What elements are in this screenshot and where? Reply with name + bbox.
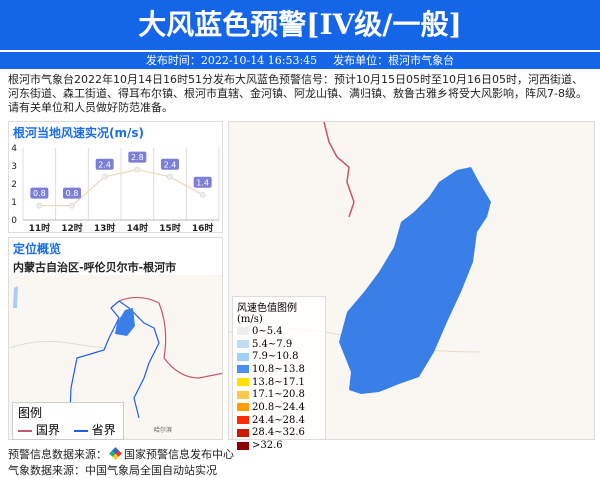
- wind-legend-label: 20.8~24.4: [252, 401, 305, 413]
- page-title: 大风蓝色预警[IV级/一般]: [0, 0, 600, 50]
- warning-center-logo-icon: [109, 447, 122, 460]
- data-label: 0.8: [33, 189, 46, 198]
- x-tick-label: 16时: [192, 222, 214, 232]
- color-swatch: [237, 352, 249, 361]
- wind-legend-item: 17.1~20.8: [237, 388, 321, 401]
- data-label: 2.8: [131, 153, 144, 162]
- wind-legend-item: >32.6: [237, 439, 321, 452]
- data-point: [101, 173, 108, 180]
- x-tick-label: 15时: [159, 222, 181, 232]
- legend-province-border: 省界: [73, 421, 116, 438]
- warning-description: 根河市气象台2022年10月14日16时51分发布大风蓝色预警信号：预计10月1…: [8, 73, 587, 114]
- wind-legend-item: 20.8~24.4: [237, 401, 321, 414]
- map-legend: 图例 国界 省界: [12, 402, 124, 440]
- y-tick-label: 1: [11, 198, 17, 208]
- x-tick-label: 14时: [127, 222, 149, 232]
- wind-legend-label: 0~5.4: [252, 325, 283, 337]
- data-label: 2.4: [164, 160, 177, 169]
- weather-source: 气象数据来源：中国气象局全国自动站实况: [8, 464, 217, 477]
- y-tick-label: 2: [11, 180, 17, 190]
- location-title: 定位概览: [13, 242, 62, 256]
- x-tick-label: 12时: [61, 222, 83, 232]
- wind-legend-label: 7.9~10.8: [252, 351, 299, 363]
- warning-source: 预警信息数据来源： 国家预警信息发布中心: [8, 447, 234, 461]
- data-label-bg: [63, 187, 81, 199]
- data-label: 2.4: [98, 160, 111, 169]
- data-label-bg: [193, 176, 212, 188]
- wind-legend-label: 10.8~13.8: [252, 363, 305, 375]
- location-path: 内蒙古自治区-呼伦贝尔市-根河市: [13, 261, 177, 274]
- data-point: [134, 166, 141, 173]
- wind-chart: 0 1 2 3 4 0.8 11时 0.8 12时 2.4 13时 2.8 14时 2.4 15时 1.4 16…: [11, 144, 220, 232]
- y-tick-label: 4: [11, 144, 17, 154]
- color-swatch: [237, 441, 249, 450]
- overview-map[interactable]: 哈尔滨: [9, 268, 223, 440]
- publish-info: 发布时间：2022-10-14 16:53:45 发布单位：根河市气象台: [0, 52, 600, 69]
- wind-legend-item: 7.9~10.8: [237, 350, 321, 363]
- wind-legend-item: 28.4~32.6: [237, 427, 321, 440]
- series-line: [39, 168, 203, 207]
- data-label-bg: [161, 158, 179, 170]
- wind-legend-label: >32.6: [252, 440, 283, 452]
- data-point: [199, 191, 206, 198]
- wind-legend-item: 0~5.4: [237, 325, 321, 338]
- color-swatch: [237, 327, 249, 336]
- city-label: 哈尔滨: [154, 426, 172, 434]
- color-swatch: [237, 340, 249, 349]
- data-label: 1.4: [196, 178, 209, 187]
- x-tick-label: 13时: [94, 222, 116, 232]
- publish-time: 发布时间：2022-10-14 16:53:45: [145, 54, 318, 67]
- color-swatch: [237, 378, 249, 387]
- wind-legend-item: 24.4~28.4: [237, 414, 321, 427]
- data-label-bg: [30, 187, 49, 199]
- color-swatch: [237, 365, 249, 374]
- color-swatch: [237, 390, 249, 399]
- wind-legend-item: 5.4~7.9: [237, 338, 321, 351]
- wind-legend-item: 13.8~17.1: [237, 376, 321, 389]
- data-point: [36, 202, 43, 209]
- wind-chart-panel: 根河当地风速实况(m/s) 0 1 2 3 4 0.8 11时 0.8 12时 2.4 13时 2.8…: [8, 121, 223, 233]
- wind-legend-label: 13.8~17.1: [252, 376, 305, 388]
- wind-legend-label: 24.4~28.4: [252, 414, 305, 426]
- data-point: [69, 202, 75, 209]
- wind-legend-label: 28.4~32.6: [252, 427, 305, 439]
- wind-legend-label: 5.4~7.9: [252, 338, 293, 350]
- publisher: 发布单位：根河市气象台: [333, 54, 455, 67]
- data-label-bg: [95, 158, 114, 170]
- legend-national-border: 国界: [18, 421, 60, 438]
- y-tick-label: 0: [11, 216, 17, 226]
- data-point: [167, 173, 173, 180]
- color-swatch: [237, 416, 249, 425]
- wind-legend-label: 17.1~20.8: [252, 389, 305, 401]
- color-swatch: [237, 428, 249, 437]
- warning-center-link[interactable]: 国家预警信息发布中心: [124, 448, 234, 461]
- x-tick-label: 11时: [29, 222, 51, 232]
- wind-color-legend: 风速色值图例 (m/s) 0~5.4 5.4~7.9 7.9~10.8 10.8~13…: [232, 296, 326, 451]
- color-swatch: [237, 403, 249, 412]
- data-label-bg: [128, 151, 147, 163]
- map-legend-title: 图例: [18, 406, 43, 420]
- wind-legend-title: 风速色值图例 (m/s): [237, 303, 297, 325]
- data-label: 0.8: [66, 189, 79, 198]
- wind-legend-item: 10.8~13.8: [237, 363, 321, 376]
- chart-title: 根河当地风速实况(m/s): [13, 126, 144, 140]
- y-tick-label: 3: [11, 162, 17, 172]
